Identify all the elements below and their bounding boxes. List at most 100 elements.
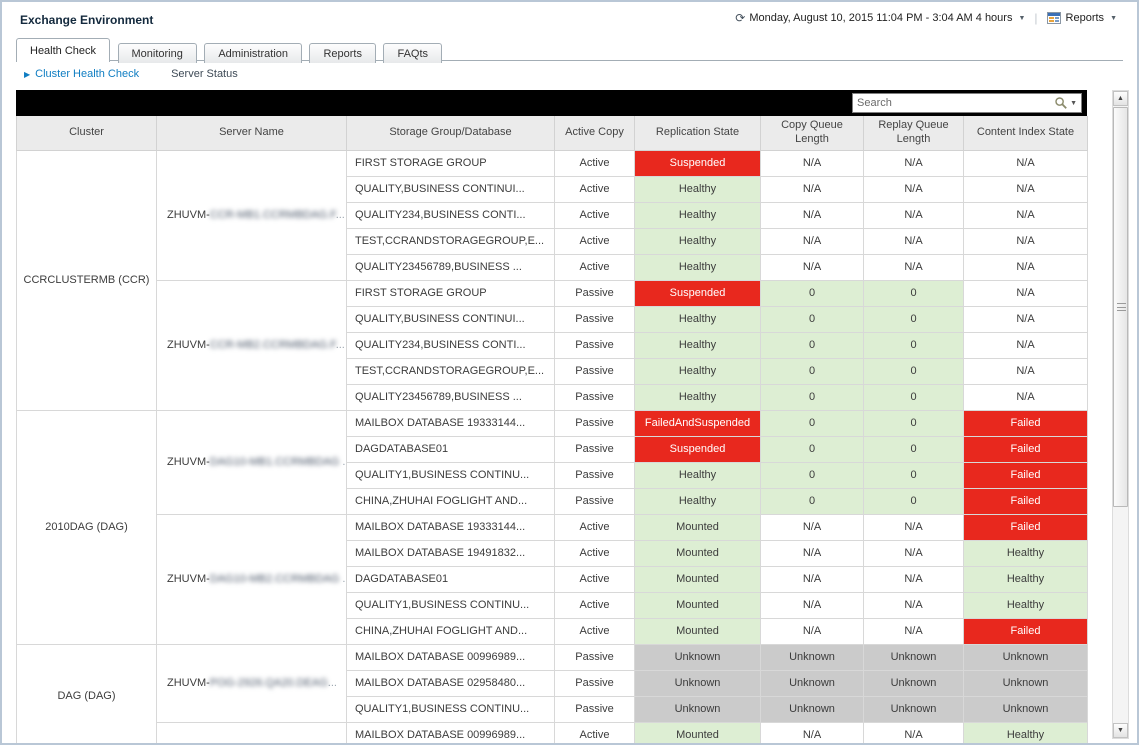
column-header-copy-queue[interactable]: Copy Queue Length (760, 116, 864, 151)
column-header-cluster[interactable]: Cluster (16, 116, 157, 151)
table-row[interactable]: QUALITY,BUSINESS CONTINUI... Active Health… (17, 175, 1088, 203)
table-row[interactable]: CHINA,ZHUHAI FOGLIGHT AND... Active Mounte… (17, 617, 1088, 645)
vertical-scrollbar[interactable]: ▲ ▼ (1112, 90, 1129, 739)
cell-content-index-state: Healthy (963, 721, 1088, 743)
table-row[interactable]: CCRCLUSTERMB (CCR) ZHUVM-CCR-MB1.CCRMBDAG… (16, 149, 1088, 411)
table-row[interactable]: QUALITY1,BUSINESS CONTINU... Passive Healt… (17, 461, 1088, 489)
cell-replay-queue-length: 0 (863, 383, 964, 411)
table-row[interactable]: TEST,CCRANDSTORAGEGROUP,E... Passive Healt… (17, 357, 1088, 385)
table-row[interactable]: QUALITY23456789,BUSINESS ... Active Health… (17, 253, 1088, 281)
column-header-replay-queue[interactable]: Replay Queue Length (863, 116, 964, 151)
timerange-selector[interactable]: ⟳ Monday, August 10, 2015 11:04 PM - 3:0… (735, 12, 1025, 24)
table-row[interactable]: QUALITY23456789,BUSINESS ... Passive Healt… (17, 383, 1088, 411)
cell-active-copy: Passive (554, 409, 635, 437)
cell-content-index-state: Healthy (963, 539, 1088, 567)
cell-active-copy: Passive (554, 461, 635, 489)
table-row[interactable]: DAGDATABASE01 Active Mounted N/A N/A Healthy (17, 565, 1088, 593)
timerange-icon: ⟳ (735, 11, 746, 25)
table-row[interactable]: ZHUVM-CCR-MB2.CCRMBDAG.F... FIRST STORAGE… (17, 279, 1088, 411)
search-options-caret-icon[interactable]: ▼ (1070, 99, 1077, 107)
report-icon (1046, 12, 1061, 24)
table-row[interactable]: CHINA,ZHUHAI FOGLIGHT AND... Passive Healt… (17, 487, 1088, 515)
top-right-controls: ⟳ Monday, August 10, 2015 11:04 PM - 3:0… (735, 11, 1117, 25)
cell-replay-queue-length: 0 (863, 331, 964, 359)
search-input[interactable] (853, 95, 1055, 111)
cell-content-index-state: N/A (963, 331, 1088, 359)
tab-faqts[interactable]: FAQts (383, 43, 443, 63)
column-header-storage-group[interactable]: Storage Group/Database (346, 116, 555, 151)
health-table-body: CCRCLUSTERMB (CCR) ZHUVM-CCR-MB1.CCRMBDAG… (16, 149, 1088, 743)
cell-copy-queue-length: Unknown (760, 643, 864, 671)
cell-replay-queue-length: 0 (863, 435, 964, 463)
tab-bar: Health Check Monitoring Administration R… (16, 38, 1123, 63)
timerange-text: Monday, August 10, 2015 11:04 PM - 3:04 … (749, 12, 1013, 24)
tab-monitoring[interactable]: Monitoring (117, 43, 197, 63)
table-row[interactable]: QUALITY234,BUSINESS CONTI... Passive Healt… (17, 331, 1088, 359)
tab-health-check[interactable]: Health Check (16, 38, 111, 62)
cell-active-copy: Active (554, 617, 635, 645)
scroll-down-icon[interactable]: ▼ (1113, 723, 1128, 738)
cell-content-index-state: N/A (963, 149, 1088, 177)
cell-replication-state: FailedAndSuspended (634, 409, 761, 437)
table-row[interactable]: DAG (DAG) ZHUVM-POG-2926.QA20.DEAG... MAIL… (16, 643, 1088, 743)
cell-replication-state: Suspended (634, 149, 761, 177)
column-header-replication-state[interactable]: Replication State (634, 116, 761, 151)
cell-storage-group: CHINA,ZHUHAI FOGLIGHT AND... (346, 487, 555, 515)
table-row[interactable]: MAILBOX DATABASE 00996989... Active Mounte… (17, 721, 1088, 743)
table-row[interactable]: MAILBOX DATABASE 02958480... Passive Unkno… (17, 669, 1088, 697)
column-header-server-name[interactable]: Server Name (156, 116, 347, 151)
cell-replay-queue-length: N/A (863, 565, 964, 593)
cell-storage-group: CHINA,ZHUHAI FOGLIGHT AND... (346, 617, 555, 645)
cell-storage-group: QUALITY23456789,BUSINESS ... (346, 253, 555, 281)
redacted-server-name: CCR-MB2.CCRMBDAG.F (209, 339, 336, 351)
cell-storage-group: FIRST STORAGE GROUP (346, 149, 555, 177)
cell-storage-group: MAILBOX DATABASE 00996989... (346, 643, 555, 671)
table-row[interactable]: DAGDATABASE01 Passive Suspended 0 0 Failed (17, 435, 1088, 463)
timerange-caret-icon[interactable]: ▼ (1018, 14, 1026, 22)
cell-copy-queue-length: 0 (760, 461, 864, 489)
cell-replication-state: Unknown (634, 643, 761, 671)
cell-storage-group: QUALITY234,BUSINESS CONTI... (346, 331, 555, 359)
column-header-content-index[interactable]: Content Index State (963, 116, 1088, 151)
table-row[interactable]: QUALITY234,BUSINESS CONTI... Active Health… (17, 201, 1088, 229)
cell-active-copy: Passive (554, 669, 635, 697)
reports-caret-icon[interactable]: ▼ (1110, 14, 1117, 22)
cell-content-index-state: Failed (963, 409, 1088, 437)
scroll-up-icon[interactable]: ▲ (1113, 91, 1128, 106)
scrollbar-thumb[interactable] (1113, 107, 1128, 507)
subnav-server-status[interactable]: Server Status (171, 68, 238, 80)
table-row[interactable]: 2010DAG (DAG)ZHUVM-DAG10-MB1.CCRMBDAG ..… (16, 409, 1088, 645)
cell-copy-queue-length: N/A (760, 721, 864, 743)
redacted-server-name: CCR-MB1.CCRMBDAG.F (209, 209, 336, 221)
cell-replication-state: Healthy (634, 383, 761, 411)
tab-reports[interactable]: Reports (309, 43, 376, 63)
cell-content-index-state: N/A (963, 383, 1088, 411)
tab-administration[interactable]: Administration (204, 43, 303, 63)
redacted-server-name: DAG10-MB2.CCRMBDAG (209, 573, 340, 585)
cell-storage-group: TEST,CCRANDSTORAGEGROUP,E... (346, 357, 555, 385)
cell-replication-state: Healthy (634, 305, 761, 333)
search-icon[interactable] (1054, 96, 1068, 110)
cell-replication-state: Healthy (634, 487, 761, 515)
reports-dropdown[interactable]: Reports ▼ (1046, 12, 1117, 24)
cell-replication-state: Mounted (634, 591, 761, 619)
subnav-cluster-health-check[interactable]: Cluster Health Check (35, 68, 140, 80)
cell-copy-queue-length: N/A (760, 149, 864, 177)
column-header-active-copy[interactable]: Active Copy (554, 116, 635, 151)
cell-active-copy: Passive (554, 279, 635, 307)
table-row[interactable]: ZHUVM-DAG10-MB2.CCRMBDAG ..MAILBOX DATAB… (17, 513, 1088, 645)
table-row[interactable]: QUALITY,BUSINESS CONTINUI... Passive Healt… (17, 305, 1088, 333)
cell-replication-state: Healthy (634, 227, 761, 255)
cell-replication-state: Mounted (634, 539, 761, 567)
cell-replication-state: Mounted (634, 513, 761, 541)
table-row[interactable]: QUALITY1,BUSINESS CONTINU... Passive Unkno… (17, 695, 1088, 723)
cell-copy-queue-length: N/A (760, 565, 864, 593)
cell-replay-queue-length: N/A (863, 591, 964, 619)
cell-content-index-state: Unknown (963, 643, 1088, 671)
cell-replication-state: Healthy (634, 253, 761, 281)
cell-active-copy: Active (554, 565, 635, 593)
table-row[interactable]: TEST,CCRANDSTORAGEGROUP,E... Active Health… (17, 227, 1088, 255)
cell-content-index-state: Failed (963, 513, 1088, 541)
table-row[interactable]: MAILBOX DATABASE 19491832... Active Mounte… (17, 539, 1088, 567)
